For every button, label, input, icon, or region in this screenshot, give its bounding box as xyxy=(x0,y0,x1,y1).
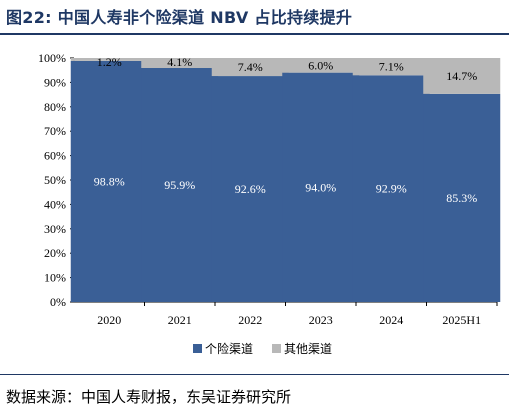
title-rule xyxy=(0,33,509,35)
y-tick-label: 60% xyxy=(44,149,66,163)
x-tick-label: 2024 xyxy=(379,313,403,327)
y-tick-label: 40% xyxy=(44,197,66,211)
data-label-other: 14.7% xyxy=(446,69,477,83)
y-tick-label: 80% xyxy=(44,100,66,114)
y-tick-label: 50% xyxy=(44,173,66,187)
data-label-individual: 98.8% xyxy=(94,174,125,188)
data-label-individual: 94.0% xyxy=(305,180,336,194)
bar-individual-channel xyxy=(352,75,430,302)
legend-label-other: 其他渠道 xyxy=(284,342,332,356)
stacked-bar-chart: 0% 10% 20% 30% 40% 50% 60% 70% 80% 90% 100% 98.8% 1.… xyxy=(38,51,501,356)
x-tick-label: 2020 xyxy=(97,313,121,327)
bar-other-channel xyxy=(211,58,289,77)
footer-rule xyxy=(0,374,509,375)
legend-swatch-individual xyxy=(193,344,202,353)
bar-individual-channel xyxy=(211,76,289,302)
y-tick-label: 30% xyxy=(44,222,66,236)
legend-label-individual: 个险渠道 xyxy=(205,341,253,356)
x-tick-label: 2022 xyxy=(238,313,262,327)
data-label-individual: 95.9% xyxy=(164,178,195,192)
figure-title: 图22: 中国人寿非个险渠道 NBV 占比持续提升 xyxy=(6,8,353,27)
source-note: 数据来源：中国人寿财报，东吴证券研究所 xyxy=(6,388,292,406)
data-label-individual: 92.6% xyxy=(235,182,266,196)
bar-individual-channel xyxy=(282,72,360,302)
y-tick-label: 0% xyxy=(50,295,66,309)
data-label-individual: 85.3% xyxy=(446,191,477,205)
bar-other-channel xyxy=(70,58,148,61)
data-label-other: 6.0% xyxy=(308,58,333,72)
data-label-other: 4.1% xyxy=(167,55,192,69)
bar-other-channel xyxy=(141,58,219,69)
y-tick-label: 70% xyxy=(44,124,66,138)
bar-other-channel xyxy=(352,58,430,76)
x-tick-label: 2025H1 xyxy=(442,313,481,327)
data-label-individual: 92.9% xyxy=(376,182,407,196)
data-label-other: 7.4% xyxy=(238,60,263,74)
legend-swatch-other xyxy=(272,344,281,353)
y-tick-label: 100% xyxy=(38,51,66,65)
bar-individual-channel xyxy=(70,60,148,302)
bar-individual-channel xyxy=(423,93,501,302)
x-tick-label: 2021 xyxy=(168,313,192,327)
data-label-other: 7.1% xyxy=(379,60,404,74)
y-tick-label: 10% xyxy=(44,271,66,285)
y-tick-label: 20% xyxy=(44,246,66,260)
bar-other-channel xyxy=(282,58,360,73)
y-tick-label: 90% xyxy=(44,75,66,89)
bar-individual-channel xyxy=(141,68,219,302)
x-tick-label: 2023 xyxy=(309,313,333,327)
data-label-other: 1.2% xyxy=(97,55,122,69)
bar-other-channel xyxy=(423,58,501,94)
